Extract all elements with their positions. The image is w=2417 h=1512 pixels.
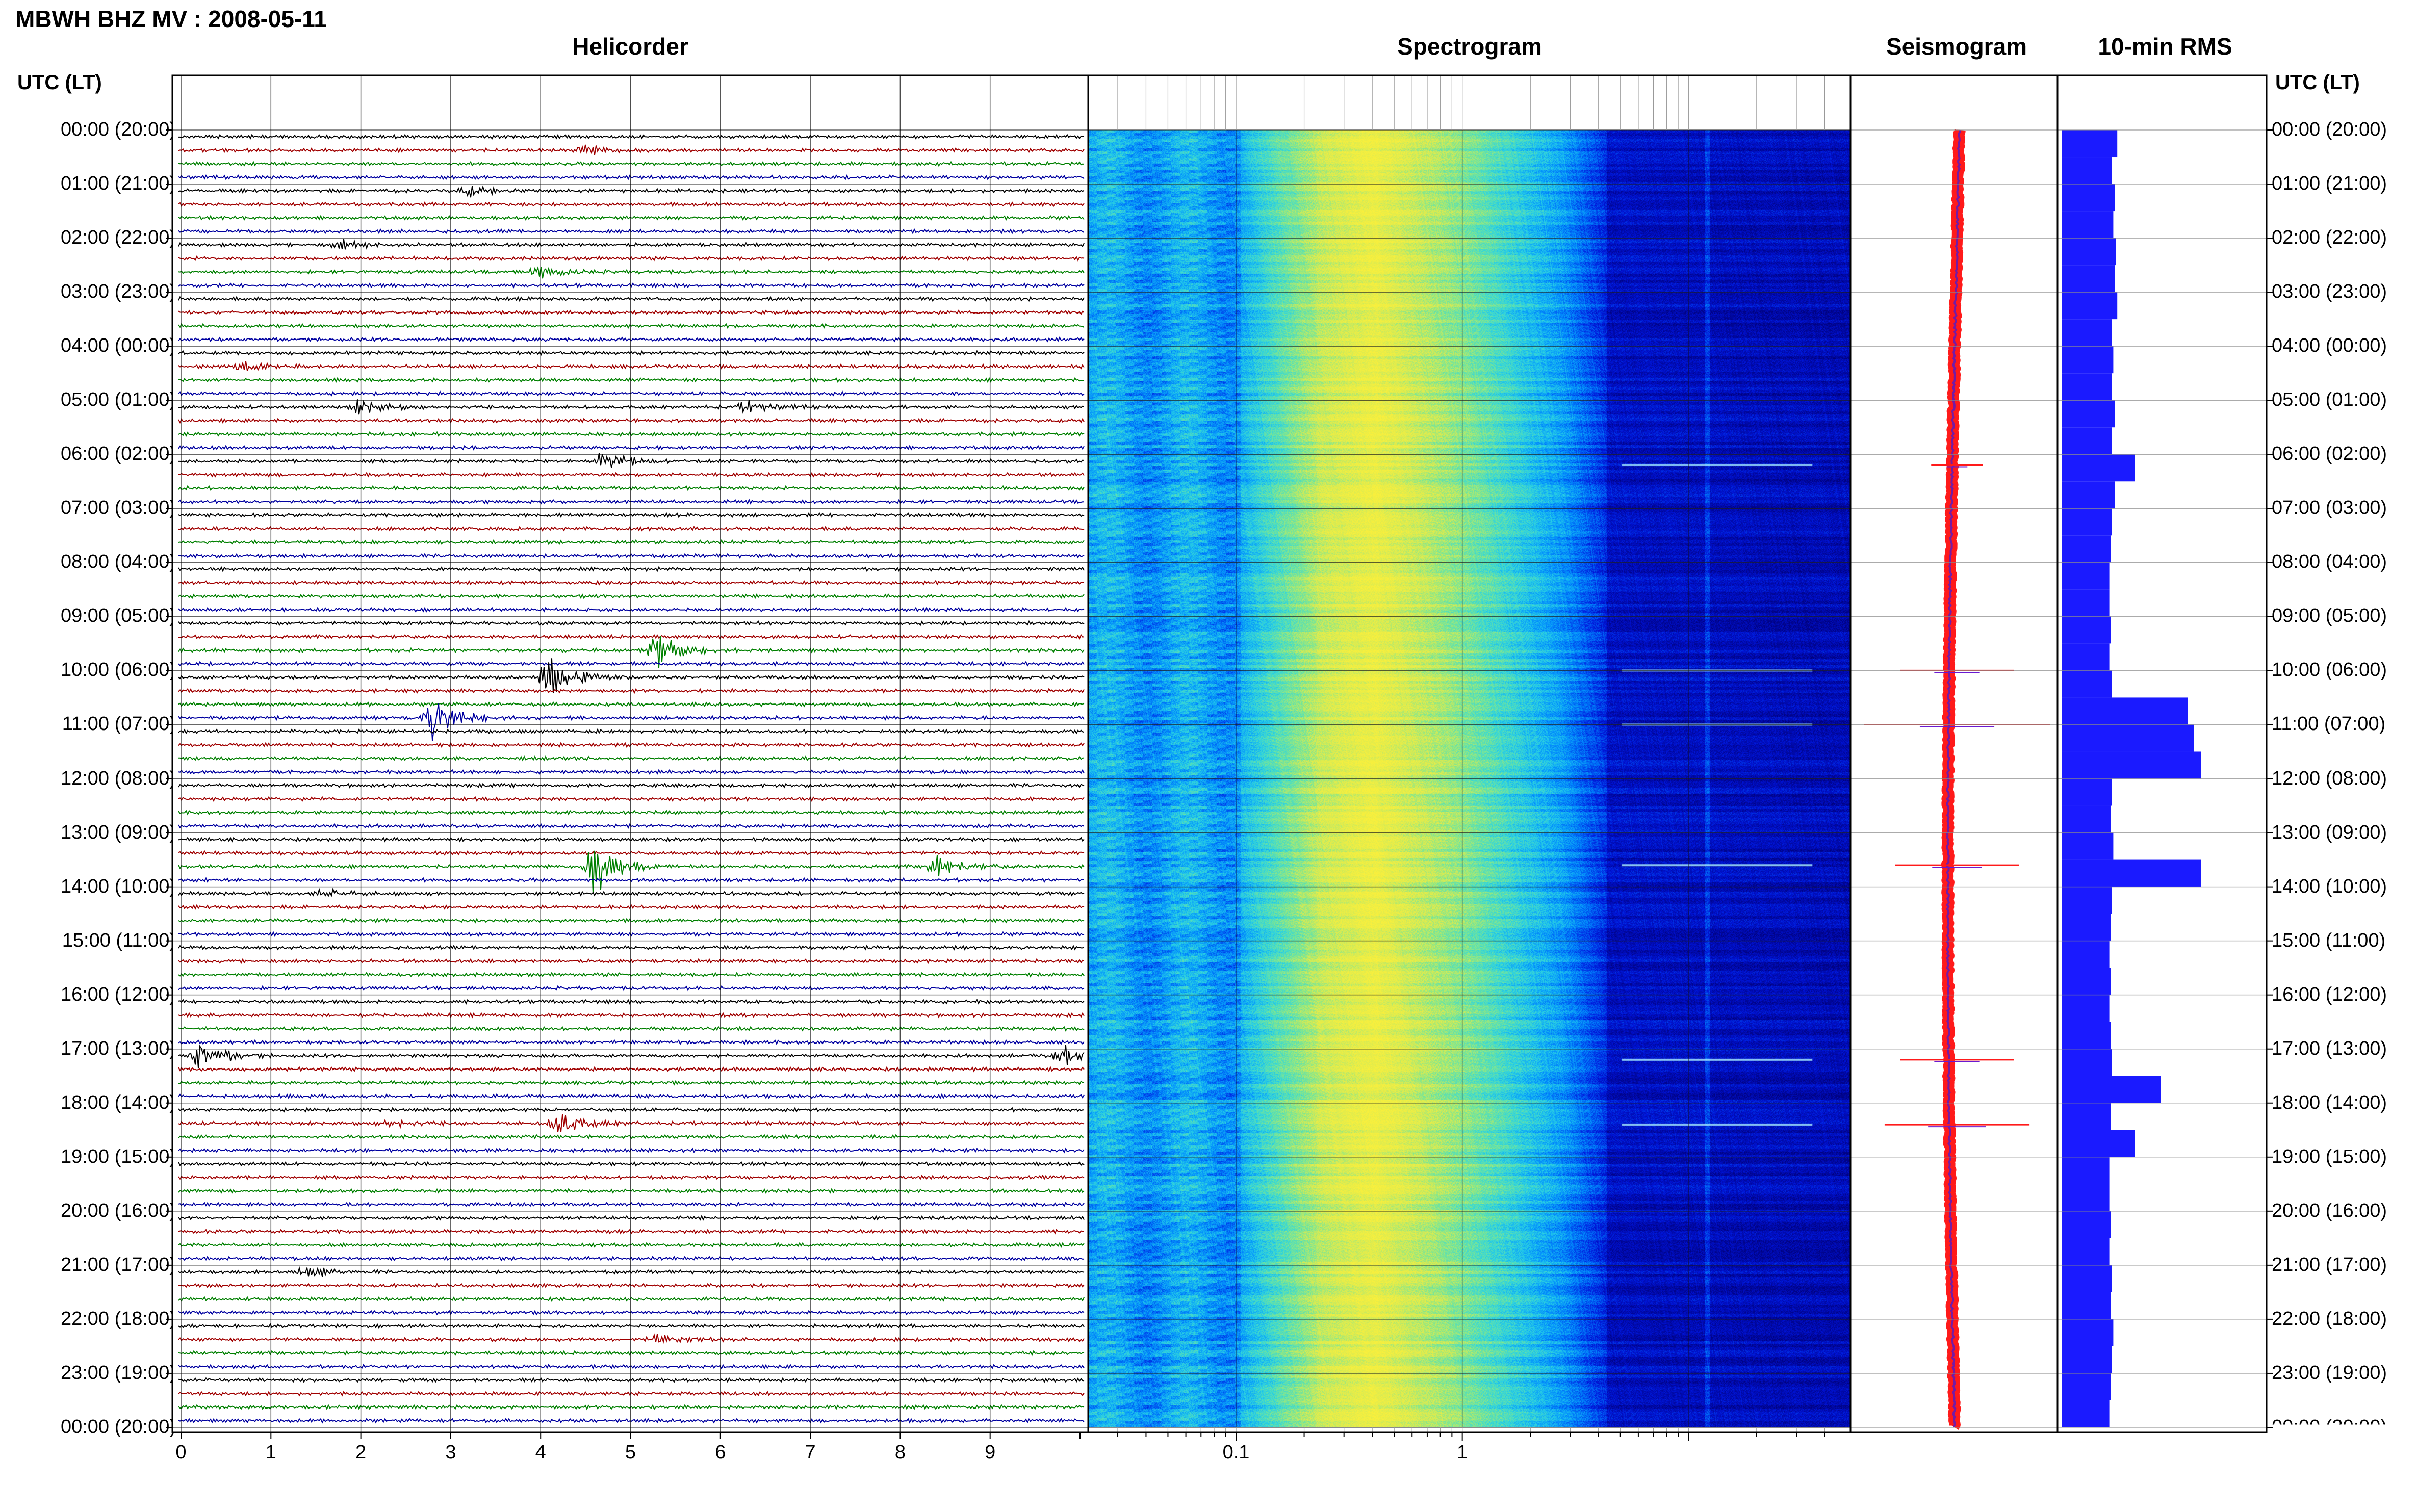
rms-bar — [2062, 1157, 2110, 1184]
rms-bar — [2062, 238, 2116, 265]
rms-bar — [2062, 914, 2111, 941]
rms-bar — [2062, 130, 2117, 157]
rms-bar — [2062, 427, 2112, 454]
rms-bar — [2062, 319, 2112, 346]
rms-bar — [2062, 292, 2117, 319]
rms-bar — [2062, 1238, 2110, 1265]
rms-bar — [2062, 1130, 2135, 1157]
rms-bar — [2062, 562, 2110, 589]
rms-bar — [2062, 535, 2111, 562]
spectrogram-xlabel: Frequency (Hz) — [1385, 1484, 1554, 1512]
data-avail-label: Data avail. — [2263, 1458, 2354, 1479]
rms-bar — [2062, 1184, 2110, 1211]
helicorder-xlabel: Minutes — [586, 1484, 675, 1512]
rms-bar — [2062, 373, 2112, 400]
rms-bar — [2062, 184, 2115, 211]
rms-bar — [2062, 454, 2135, 481]
minute-tick-label: 5 — [625, 1442, 636, 1464]
rms-bar — [2062, 1292, 2111, 1319]
rms-bar — [2062, 1211, 2111, 1238]
rms-bar — [2062, 751, 2201, 778]
rms-bar — [2062, 1022, 2111, 1049]
rms-bar — [2062, 779, 2112, 806]
rms-bar — [2062, 670, 2112, 697]
rms-bar — [2062, 1346, 2112, 1373]
rms-bar — [2062, 1049, 2112, 1076]
rms-bar — [2062, 508, 2112, 535]
rms-bar — [2062, 400, 2115, 427]
rms-bar — [2062, 1076, 2161, 1103]
minute-tick-label: 0 — [175, 1442, 186, 1464]
rms-bar — [2062, 481, 2115, 508]
freq-tick-label: 0.1 — [1223, 1442, 1250, 1464]
minute-tick-label: 7 — [805, 1442, 816, 1464]
minute-tick-label: 1 — [266, 1442, 276, 1464]
minute-tick-label: 4 — [535, 1442, 546, 1464]
rms-bar — [2062, 211, 2113, 238]
rms-bar — [2062, 643, 2110, 670]
rms-bar — [2062, 968, 2111, 995]
rms-bar — [2062, 1400, 2110, 1427]
rms-bar — [2062, 1103, 2111, 1130]
rms-bar — [2062, 265, 2115, 292]
rms-bar — [2062, 1265, 2112, 1292]
rms-bar — [2062, 1373, 2111, 1400]
rms-bar — [2062, 157, 2112, 184]
rms-bar — [2062, 697, 2188, 724]
minute-tick-label: 9 — [985, 1442, 995, 1464]
rms-bar — [2062, 806, 2111, 833]
rms-bar — [2062, 589, 2110, 616]
freq-tick-label: 10 — [1678, 1442, 1699, 1464]
rms-bar — [2062, 941, 2110, 968]
rms-bar — [2062, 833, 2113, 860]
rms-bar — [2062, 616, 2111, 643]
data-avail-value: 100.0 % — [2263, 1477, 2330, 1499]
legend-fixed: Fixed magnification — [1969, 1458, 2142, 1479]
minute-tick-label: 2 — [355, 1442, 366, 1464]
minute-tick-label: 8 — [895, 1442, 906, 1464]
rms-bar — [2062, 860, 2201, 887]
freq-tick-label: 1 — [1457, 1442, 1468, 1464]
rms-bar — [2062, 1319, 2113, 1346]
legend-normalised: Normalised to peak — [1969, 1477, 2139, 1499]
minute-tick-label: 6 — [715, 1442, 726, 1464]
rms-bar — [2062, 724, 2194, 751]
rms-bar — [2062, 995, 2110, 1022]
minute-tick-label: 3 — [445, 1442, 456, 1464]
rms-bar — [2062, 887, 2112, 914]
rms-bar — [2062, 346, 2113, 373]
